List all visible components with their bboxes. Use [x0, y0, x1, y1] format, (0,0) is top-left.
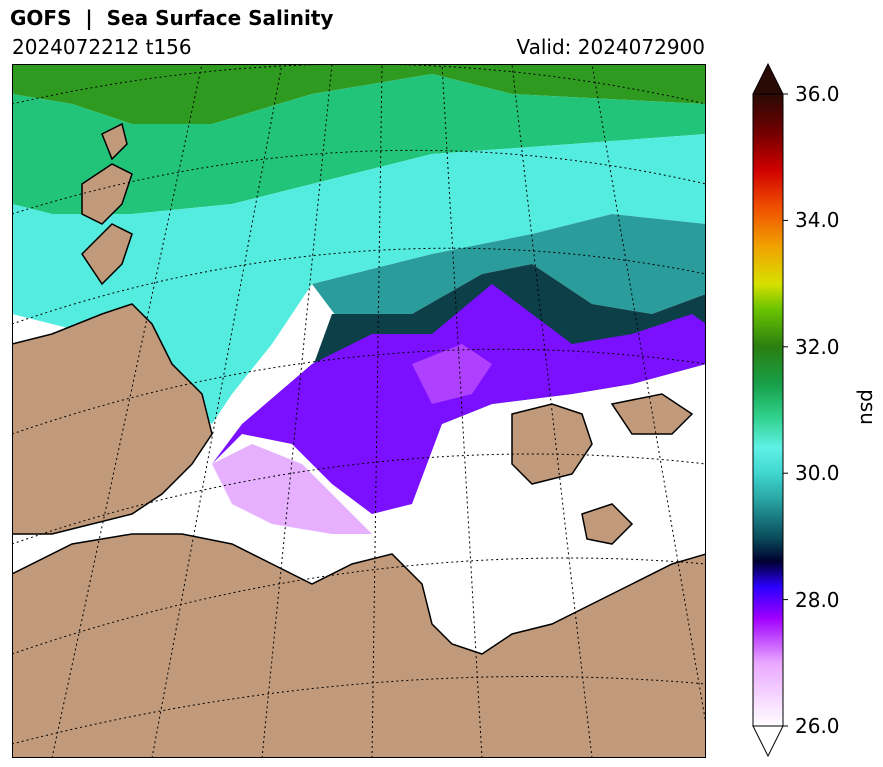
island-novaya-zemlya-north	[81, 223, 133, 286]
island-small-east	[610, 393, 694, 435]
island-new-siberian	[581, 503, 634, 545]
colorbar-tick-label: 32.0	[795, 334, 840, 359]
mainland-south	[12, 533, 706, 758]
colorbar-tick-label: 36.0	[795, 82, 840, 106]
salinity-green-region	[12, 74, 706, 214]
colorbar-tick-label: 28.0	[795, 587, 840, 612]
salinity-high-region	[12, 64, 706, 124]
colorbar-tick-label: 30.0	[795, 461, 840, 486]
colorbar-tick-label: 26.0	[795, 714, 840, 738]
mainland-west	[12, 303, 213, 535]
plot-title: GOFS | Sea Surface Salinity	[10, 6, 334, 30]
colorbar-extend-max	[752, 62, 784, 95]
colorbar	[752, 62, 788, 758]
run-label: 2024072212 t156	[12, 35, 192, 59]
colorbar-tick-label: 34.0	[795, 208, 840, 233]
valid-time-label: Valid: 2024072900	[516, 35, 705, 59]
land-masses	[12, 122, 706, 758]
colorbar-label: psu	[855, 389, 880, 425]
colorbar-extend-min	[752, 725, 784, 758]
salinity-violet-patch	[412, 344, 492, 404]
salinity-cyan-region	[12, 134, 706, 424]
island-severnaya-zemlya	[511, 403, 593, 485]
island-archipelago-2	[101, 122, 128, 161]
colorbar-gradient	[752, 93, 784, 727]
graticule	[12, 64, 706, 758]
island-archipelago-1	[81, 163, 133, 225]
salinity-purple-region	[212, 284, 706, 514]
salinity-teal-region	[312, 214, 706, 324]
salinity-fresh-plume	[212, 444, 372, 534]
salinity-map	[12, 64, 706, 758]
